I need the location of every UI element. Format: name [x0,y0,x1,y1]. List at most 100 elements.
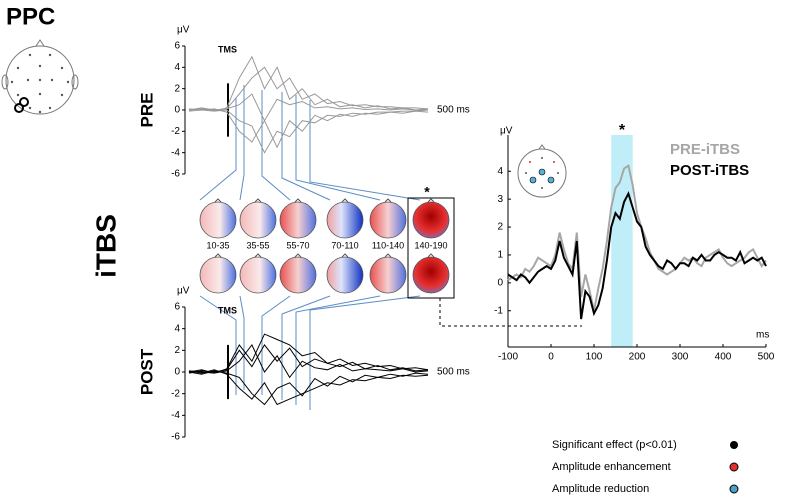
legend-dot [730,441,738,449]
topomap [199,256,237,294]
legend-label: Amplitude reduction [552,483,649,495]
y-tick-label: 0 [497,277,503,288]
topomap-star: * [424,184,430,200]
legend: Significant effect (p<0.01) Amplitude en… [552,439,739,495]
eeg-trace [188,343,429,379]
topomap-nose [294,198,302,203]
x-tick-label: 200 [629,352,646,363]
erp-line [507,190,767,320]
unit-label: μV [177,286,190,297]
y-tick-label: 3 [497,194,503,205]
topomap-nose [384,198,392,203]
significant-box [407,197,455,299]
eeg-trace [188,344,429,374]
topomap-nose [254,198,262,203]
y-tick-label: -4 [171,147,180,158]
window-label: 70-110 [331,240,358,250]
eeg-trace [188,55,429,112]
y-tick-label: 2 [174,345,180,356]
topomaps: 10-35 35-55 55-70 70-110 110-140 140-190 [199,198,450,294]
topomap-nose [427,253,435,258]
eeg-trace [188,66,429,111]
time-label: 500 ms [437,367,470,378]
y-tick-label: -2 [171,126,180,137]
y-tick-label: -6 [171,432,180,443]
topomap [412,201,450,239]
topomap [369,201,407,239]
window-connectors [199,85,421,410]
dashed-link [439,298,582,327]
legend-label: POST-iTBS [670,162,749,179]
panel-title: PPC [6,3,55,30]
y-tick-label: 2 [174,83,180,94]
window-label: 55-70 [286,240,309,250]
topomap [239,201,277,239]
inset-head [517,144,567,198]
legend-dot [729,484,739,494]
x-axis-label: ms [756,330,769,341]
tms-label: TMS [218,45,237,55]
topomap-nose [214,253,222,258]
window-label: 10-35 [206,240,229,250]
y-tick-label: 0 [174,105,180,116]
tms-label: TMS [218,306,237,316]
topomap [369,256,407,294]
x-tick-label: 400 [715,352,732,363]
topomap-nose [341,198,349,203]
y-tick-label: 4 [174,323,180,334]
x-tick-label: 500 [758,352,775,363]
eeg-trace [188,333,429,374]
electrode-head [1,39,79,115]
y-tick-label: 0 [174,367,180,378]
electrodes [10,53,70,114]
legend-label: PRE-iTBS [670,141,740,158]
unit-label: μV [177,25,190,36]
significance-star: * [619,122,626,139]
condition-label: iTBS [90,214,121,278]
topomap [239,256,277,294]
y-tick-label: -2 [171,388,180,399]
topomap [326,256,364,294]
window-label: 35-55 [246,240,269,250]
y-tick-label: -6 [171,169,180,180]
topomap [279,201,317,239]
topomap-nose [294,253,302,258]
topomap [412,256,450,294]
x-tick-label: 0 [548,352,554,363]
row-label: PRE [137,93,156,128]
eeg-trace [188,109,429,154]
eeg-trace [188,369,429,406]
row-label: POST [137,348,156,395]
erp-line [507,164,767,311]
window-label: 140-190 [414,240,447,250]
y-tick-label: 6 [174,41,180,52]
topomap-nose [384,253,392,258]
window-label: 110-140 [372,240,404,250]
topomap-nose [214,198,222,203]
x-tick-label: -100 [498,352,518,363]
y-tick-label: 4 [174,62,180,73]
topomap-nose [254,253,262,258]
y-tick-label: 2 [497,222,503,233]
legend-label: Amplitude enhancement [552,461,671,473]
eeg-trace [188,370,429,406]
topomap [279,256,317,294]
y-axis-label: μV [500,126,513,137]
legend-label: Significant effect (p<0.01) [552,439,677,451]
topomap [199,201,237,239]
eeg-trace [188,108,429,149]
x-tick-label: 100 [586,352,603,363]
topomap-nose [341,253,349,258]
eeg-trace [188,93,428,122]
y-tick-label: -4 [171,410,180,421]
y-tick-label: 6 [174,302,180,313]
topomap [326,201,364,239]
x-tick-label: 300 [672,352,689,363]
y-tick-label: 1 [497,250,503,261]
legend-dot [729,462,739,472]
time-label: 500 ms [437,105,470,116]
y-tick-label: -1 [494,305,503,316]
topomap-nose [427,198,435,203]
y-tick-label: 4 [497,166,503,177]
